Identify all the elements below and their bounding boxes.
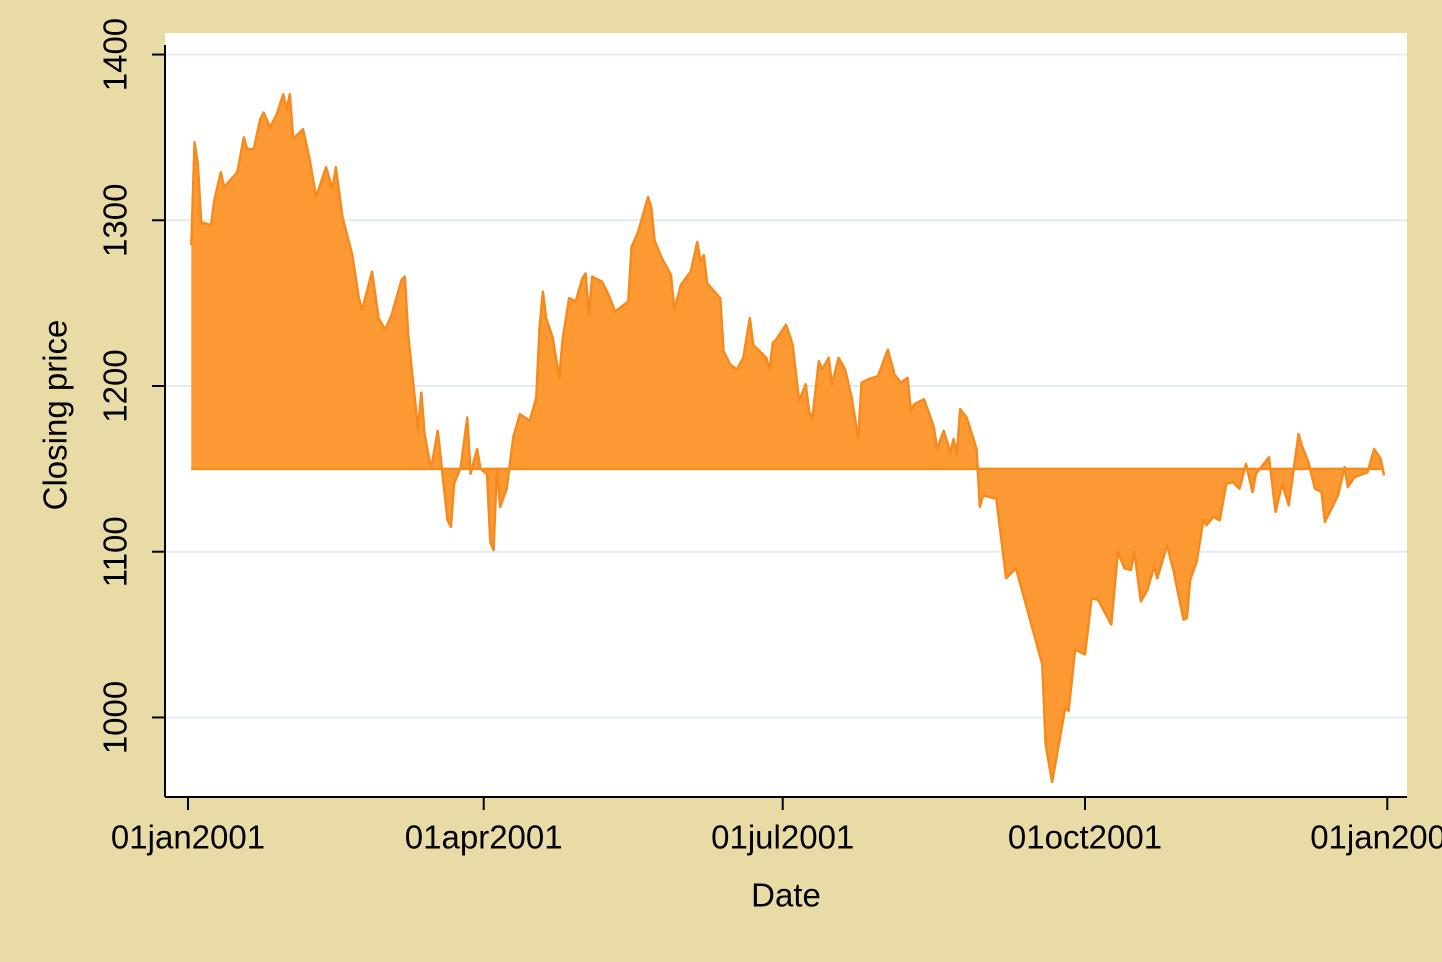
x-tick-label: 01jul2001 — [711, 819, 854, 856]
x-tick-label: 01jan2001 — [111, 819, 265, 856]
x-tick-label: 01jan2002 — [1310, 819, 1442, 856]
y-tick-label: 1300 — [97, 184, 134, 257]
area-outline — [190, 93, 1386, 784]
y-tick-label: 1400 — [97, 18, 134, 91]
y-tick-label: 1100 — [97, 516, 134, 587]
x-axis-title: Date — [751, 877, 821, 914]
axes: 1000 1100 1200 1300 1400 01jan2001 01apr2001 01… — [97, 18, 1442, 856]
y-tick-label: 1000 — [97, 681, 134, 754]
area-fill — [191, 94, 1384, 783]
y-axis-title: Closing price — [37, 320, 74, 511]
x-tick-label: 01oct2001 — [1008, 819, 1162, 856]
marks — [190, 93, 1386, 784]
y-tick-label: 1200 — [97, 349, 134, 422]
x-tick-label: 01apr2001 — [405, 819, 563, 856]
